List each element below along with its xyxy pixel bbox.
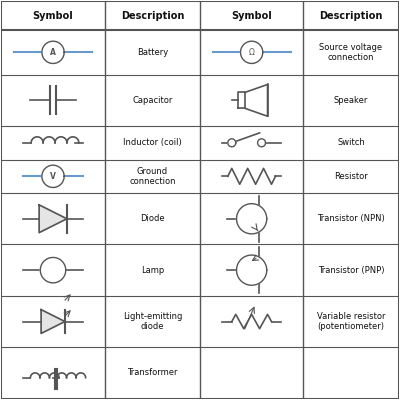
Text: Ω: Ω [249, 48, 254, 57]
Text: Symbol: Symbol [33, 11, 74, 21]
Text: Inductor (coil): Inductor (coil) [123, 138, 182, 147]
Text: Resistor: Resistor [334, 172, 368, 181]
Text: V: V [50, 172, 56, 181]
Polygon shape [258, 139, 266, 147]
Text: Switch: Switch [337, 138, 365, 147]
Polygon shape [40, 258, 66, 283]
Text: Ground
connection: Ground connection [129, 167, 176, 186]
Polygon shape [39, 205, 67, 233]
Text: Transistor (PNP): Transistor (PNP) [318, 266, 384, 275]
Text: Lamp: Lamp [141, 266, 164, 275]
Polygon shape [240, 41, 263, 64]
Text: Description: Description [319, 11, 383, 21]
Polygon shape [42, 41, 64, 64]
Text: Symbol: Symbol [231, 11, 272, 21]
Text: Transistor (NPN): Transistor (NPN) [317, 214, 385, 223]
Text: Battery: Battery [137, 48, 168, 57]
Text: Capacitor: Capacitor [132, 96, 172, 105]
Text: Light-emitting
diode: Light-emitting diode [123, 312, 182, 331]
Text: Speaker: Speaker [334, 96, 368, 105]
Polygon shape [228, 139, 236, 147]
Text: Description: Description [121, 11, 184, 21]
Text: Source voltage
connection: Source voltage connection [319, 43, 382, 62]
Text: Variable resistor
(potentiometer): Variable resistor (potentiometer) [317, 312, 385, 331]
Text: A: A [50, 48, 56, 57]
Polygon shape [41, 310, 65, 334]
Text: Transformer: Transformer [127, 368, 178, 378]
Polygon shape [42, 165, 64, 188]
Polygon shape [236, 255, 267, 285]
Text: Diode: Diode [140, 214, 165, 223]
Polygon shape [236, 204, 267, 234]
